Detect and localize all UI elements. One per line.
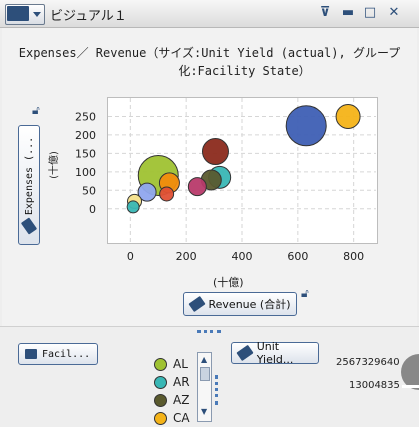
legend-item: AL: [150, 357, 195, 373]
x-tick-label: 200: [176, 250, 197, 263]
scatter-point: [137, 182, 157, 202]
category-icon: [25, 349, 37, 359]
window-title: ビジュアル１: [50, 9, 127, 24]
plot-title-line-1: Expenses／ Revenue（サイズ:Unit Yield (actual…: [18, 46, 401, 60]
legend-swatch: [154, 412, 167, 425]
visual-type-button[interactable]: [5, 4, 45, 25]
splitter-handle[interactable]: [197, 330, 221, 336]
y-tick-label: 250: [75, 110, 96, 123]
legend-swatch: [154, 358, 167, 371]
lock-icon[interactable]: 🔓︎: [32, 103, 40, 117]
size-legend-line: [402, 385, 419, 388]
size-legend-circle: [401, 354, 419, 390]
scatter-point: [187, 177, 207, 197]
legend-label: AL: [173, 357, 188, 371]
scatter-point: [285, 105, 327, 147]
size-legend-max: 2567329640: [336, 357, 400, 368]
panel-splitter: [0, 326, 419, 327]
legend-label: CA: [173, 411, 190, 425]
scatter-point: [201, 138, 229, 166]
size-role-label: Unit Yield...: [256, 340, 294, 366]
scroll-thumb[interactable]: [200, 367, 210, 381]
y-tick-label: 100: [75, 166, 96, 179]
y-tick-label: 0: [89, 203, 96, 216]
plot-title-line-2: 化:Facility State）: [178, 64, 311, 78]
legend-label: AR: [173, 375, 190, 389]
x-axis-role-button[interactable]: Revenue (合計): [183, 292, 297, 316]
y-tick-label: 50: [82, 184, 96, 197]
legend-item: AR: [150, 375, 195, 391]
group-role-button[interactable]: Facil...: [18, 343, 98, 365]
minimize-icon[interactable]: ▬: [341, 5, 355, 20]
chevron-down-icon: [33, 12, 41, 17]
y-tick-label: 200: [75, 129, 96, 142]
legend-item: CA: [150, 411, 195, 427]
legend-scrollbar[interactable]: ▲ ▼: [197, 352, 212, 422]
size-legend-min: 13004835: [349, 380, 400, 391]
y-axis-role-button[interactable]: Expenses (...: [18, 125, 40, 245]
scatter-point: [159, 186, 175, 202]
window-title-bar: [0, 0, 419, 28]
x-axis-role-label: Revenue (合計): [208, 298, 291, 311]
scatter-chart: 0 200 400 600 800 0 50 100 150 200 250: [75, 98, 376, 263]
legend-label: AZ: [173, 393, 190, 407]
x-tick-label: 800: [343, 250, 364, 263]
x-tick-label: 0: [127, 250, 134, 263]
filter-icon[interactable]: ⊽: [319, 5, 331, 20]
x-tick-label: 400: [232, 250, 253, 263]
x-tick-label: 600: [287, 250, 308, 263]
legend-swatch: [154, 394, 167, 407]
size-role-button[interactable]: Unit Yield...: [231, 340, 319, 366]
maximize-icon[interactable]: □: [363, 5, 377, 20]
legend-swatch: [154, 376, 167, 389]
group-role-label: Facil...: [42, 348, 91, 360]
lock-icon[interactable]: 🔓︎: [301, 286, 309, 300]
plot-title: Expenses／ Revenue（サイズ:Unit Yield (actual…: [0, 44, 419, 80]
legend-item: AZ: [150, 393, 195, 409]
scatter-point: [335, 103, 361, 129]
ruler-icon: [187, 295, 206, 313]
scroll-down-icon[interactable]: ▼: [201, 407, 208, 416]
x-axis-unit-label: (十億): [213, 276, 244, 289]
legend-resize-handle[interactable]: [215, 375, 221, 405]
group-legend: AL AR AZ CA: [150, 352, 195, 427]
scatter-plot-icon: [7, 6, 29, 21]
close-icon[interactable]: ✕: [388, 5, 400, 20]
scatter-point: [126, 200, 140, 214]
scroll-up-icon[interactable]: ▲: [201, 355, 208, 364]
y-tick-label: 150: [75, 147, 96, 160]
ruler-icon: [236, 344, 254, 362]
